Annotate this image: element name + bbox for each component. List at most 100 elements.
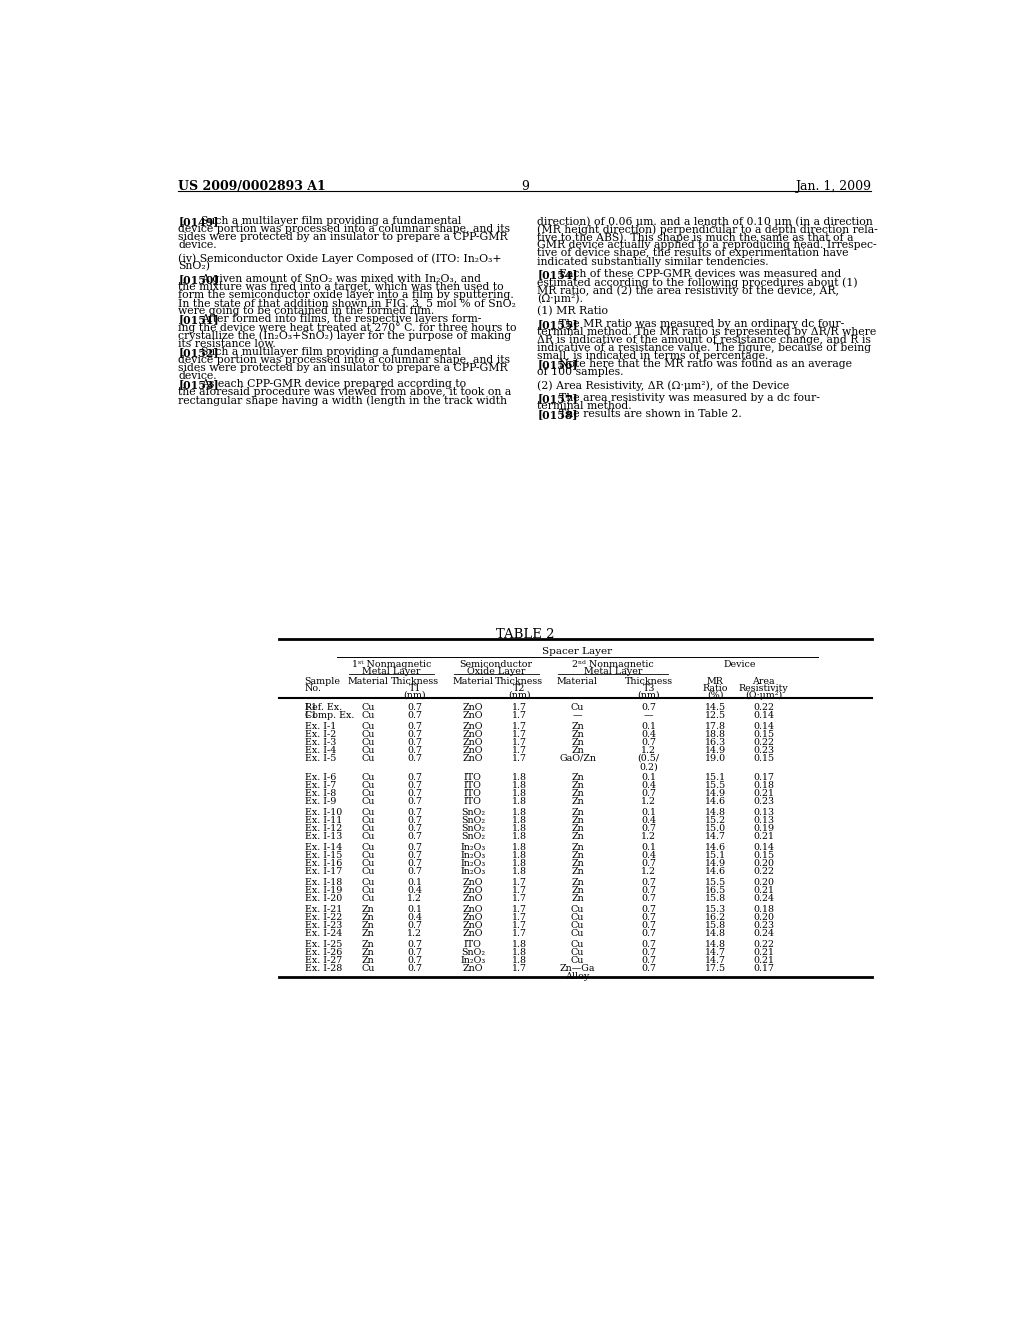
Text: ZnO: ZnO <box>463 913 483 921</box>
Text: 0.7: 0.7 <box>408 774 422 781</box>
Text: T2: T2 <box>513 684 525 693</box>
Text: 14.8: 14.8 <box>705 940 726 949</box>
Text: 0.7: 0.7 <box>641 956 656 965</box>
Text: 0.7: 0.7 <box>408 702 422 711</box>
Text: Ex. I-21: Ex. I-21 <box>305 906 342 913</box>
Text: 1.8: 1.8 <box>512 859 527 869</box>
Text: 14.9: 14.9 <box>705 859 726 869</box>
Text: The MR ratio was measured by an ordinary dc four-: The MR ratio was measured by an ordinary… <box>559 319 845 329</box>
Text: were going to be contained in the formed film.: were going to be contained in the formed… <box>178 306 434 317</box>
Text: 15.1: 15.1 <box>705 774 726 781</box>
Text: Such a multilayer film providing a fundamental: Such a multilayer film providing a funda… <box>201 216 461 226</box>
Text: I-1: I-1 <box>305 711 317 719</box>
Text: 0.7: 0.7 <box>408 711 422 719</box>
Text: 0.7: 0.7 <box>408 738 422 747</box>
Text: Cu: Cu <box>570 702 584 711</box>
Text: 0.7: 0.7 <box>408 843 422 851</box>
Text: ZnO: ZnO <box>463 878 483 887</box>
Text: Zn: Zn <box>361 921 375 931</box>
Text: Cu: Cu <box>361 789 375 799</box>
Text: 2ⁿᵈ Nonmagnetic: 2ⁿᵈ Nonmagnetic <box>572 660 654 669</box>
Text: Zn: Zn <box>571 832 584 841</box>
Text: [0149]: [0149] <box>178 216 219 227</box>
Text: 1.7: 1.7 <box>512 754 527 763</box>
Text: Cu: Cu <box>361 964 375 973</box>
Text: 0.1: 0.1 <box>641 843 656 851</box>
Text: 0.15: 0.15 <box>753 730 774 739</box>
Text: 14.6: 14.6 <box>705 843 726 851</box>
Text: 15.8: 15.8 <box>705 894 726 903</box>
Text: 0.4: 0.4 <box>408 913 422 921</box>
Text: 15.1: 15.1 <box>705 851 726 861</box>
Text: terminal method. The MR ratio is represented by ΔR/R where: terminal method. The MR ratio is represe… <box>538 327 877 337</box>
Text: Ex. I-24: Ex. I-24 <box>305 929 342 939</box>
Text: 0.7: 0.7 <box>641 921 656 931</box>
Text: 0.14: 0.14 <box>753 711 774 719</box>
Text: Zn: Zn <box>571 808 584 817</box>
Text: 16.5: 16.5 <box>705 886 726 895</box>
Text: 0.7: 0.7 <box>408 816 422 825</box>
Text: Area: Area <box>753 677 775 685</box>
Text: 0.15: 0.15 <box>753 851 774 861</box>
Text: SnO₂: SnO₂ <box>461 948 485 957</box>
Text: of 100 samples.: of 100 samples. <box>538 367 624 378</box>
Text: Cu: Cu <box>361 722 375 731</box>
Text: Zn: Zn <box>361 948 375 957</box>
Text: Ex. I-28: Ex. I-28 <box>305 964 342 973</box>
Text: 18.8: 18.8 <box>705 730 726 739</box>
Text: 0.17: 0.17 <box>753 774 774 781</box>
Text: Ex. I-2: Ex. I-2 <box>305 730 336 739</box>
Text: ZnO: ZnO <box>463 754 483 763</box>
Text: Metal Layer: Metal Layer <box>584 667 642 676</box>
Text: 1.7: 1.7 <box>512 964 527 973</box>
Text: T1: T1 <box>409 684 421 693</box>
Text: Cu: Cu <box>361 851 375 861</box>
Text: terminal method.: terminal method. <box>538 401 632 411</box>
Text: Ex. I-22: Ex. I-22 <box>305 913 342 921</box>
Text: Ratio: Ratio <box>702 684 728 693</box>
Text: Ex. I-9: Ex. I-9 <box>305 797 336 807</box>
Text: ZnO: ZnO <box>463 738 483 747</box>
Text: Zn: Zn <box>571 816 584 825</box>
Text: 0.7: 0.7 <box>408 948 422 957</box>
Text: ZnO: ZnO <box>463 746 483 755</box>
Text: 0.13: 0.13 <box>753 816 774 825</box>
Text: 0.20: 0.20 <box>753 913 774 921</box>
Text: ZnO: ZnO <box>463 894 483 903</box>
Text: 15.5: 15.5 <box>705 781 726 789</box>
Text: 0.17: 0.17 <box>753 964 774 973</box>
Text: 0.7: 0.7 <box>408 730 422 739</box>
Text: 15.3: 15.3 <box>705 906 726 913</box>
Text: Sample: Sample <box>305 677 341 685</box>
Text: Cu: Cu <box>570 929 584 939</box>
Text: 9: 9 <box>521 180 528 193</box>
Text: 14.9: 14.9 <box>705 746 726 755</box>
Text: 0.7: 0.7 <box>408 781 422 789</box>
Text: crystallize the (In₂O₃+SnO₂) layer for the purpose of making: crystallize the (In₂O₃+SnO₂) layer for t… <box>178 330 512 341</box>
Text: The results are shown in Table 2.: The results are shown in Table 2. <box>559 409 742 418</box>
Text: (Ω·μm²).: (Ω·μm²). <box>538 293 584 304</box>
Text: Ex. I-20: Ex. I-20 <box>305 894 342 903</box>
Text: 14.9: 14.9 <box>705 789 726 799</box>
Text: small, is indicated in terms of percentage.: small, is indicated in terms of percenta… <box>538 351 769 362</box>
Text: 1.8: 1.8 <box>512 808 527 817</box>
Text: Thickness: Thickness <box>496 677 544 685</box>
Text: device.: device. <box>178 371 217 381</box>
Text: Ex. I-15: Ex. I-15 <box>305 851 342 861</box>
Text: 15.0: 15.0 <box>705 824 726 833</box>
Text: (nm): (nm) <box>508 690 530 700</box>
Text: 16.3: 16.3 <box>705 738 726 747</box>
Text: 0.4: 0.4 <box>641 816 656 825</box>
Text: 0.7: 0.7 <box>641 940 656 949</box>
Text: 0.7: 0.7 <box>641 929 656 939</box>
Text: 0.7: 0.7 <box>408 746 422 755</box>
Text: ZnO: ZnO <box>463 711 483 719</box>
Text: 0.7: 0.7 <box>408 797 422 807</box>
Text: SnO₂: SnO₂ <box>461 808 485 817</box>
Text: Ex. I-27: Ex. I-27 <box>305 956 342 965</box>
Text: 0.21: 0.21 <box>753 789 774 799</box>
Text: Ex. I-12: Ex. I-12 <box>305 824 342 833</box>
Text: 0.7: 0.7 <box>641 948 656 957</box>
Text: Zn: Zn <box>361 956 375 965</box>
Text: 1.8: 1.8 <box>512 774 527 781</box>
